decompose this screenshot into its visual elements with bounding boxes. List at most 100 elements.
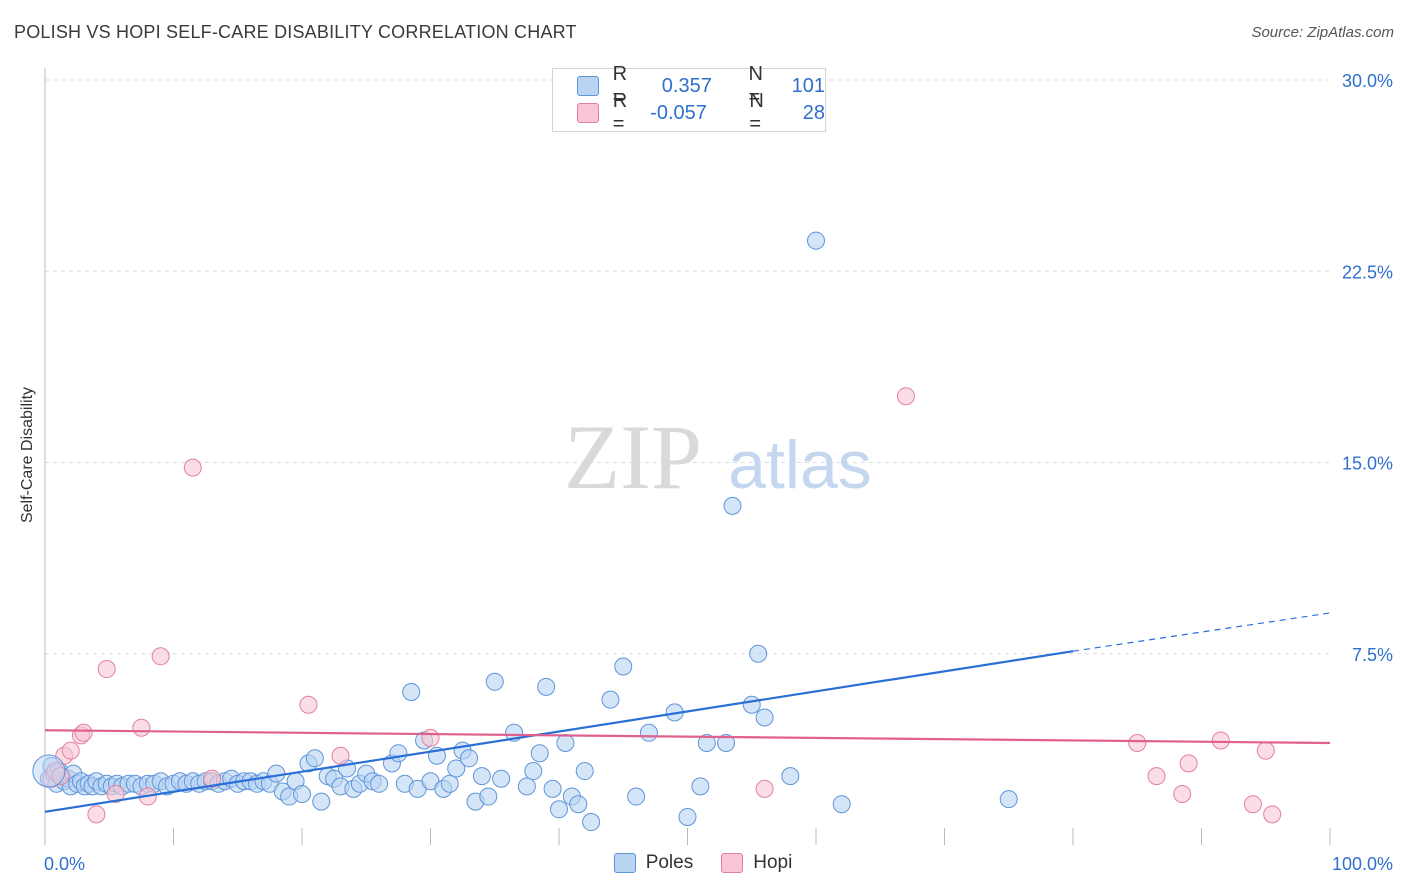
poles-point: [389, 744, 408, 763]
hopi-point: [1256, 741, 1275, 760]
poles-trend-line: [44, 650, 1074, 813]
watermark-zip: ZIP: [564, 406, 702, 508]
tick-labels: 7.5% 15.0% 22.5% 30.0% 0.0% 100.0%: [44, 71, 1393, 874]
hopi-trend-line: [44, 729, 1331, 745]
y-tick-label: 7.5%: [1352, 645, 1393, 665]
poles-point: [402, 683, 421, 701]
poles-point: [723, 496, 742, 515]
hopi-r-value: -0.057: [650, 101, 707, 124]
poles-point: [492, 769, 511, 788]
legend-label-hopi: Hopi: [753, 852, 793, 873]
hopi-swatch: [577, 103, 599, 123]
poles-swatch: [577, 76, 599, 96]
hopi-point: [203, 769, 222, 788]
poles-r-value: 0.357: [661, 74, 712, 97]
poles-point: [755, 708, 774, 727]
poles-point: [807, 231, 825, 250]
poles-swatch: [613, 853, 636, 873]
legend-label-poles: Poles: [645, 852, 694, 873]
hopi-point: [1243, 795, 1262, 814]
poles-point: [832, 795, 851, 814]
chart-title: POLISH VS HOPI SELF-CARE DISABILITY CORR…: [14, 22, 577, 42]
poles-point: [627, 787, 646, 806]
legend-item-hopi[interactable]: Hopi: [721, 852, 792, 874]
poles-point: [530, 744, 549, 763]
legend-item-poles[interactable]: Poles: [613, 852, 694, 874]
gridlines: [45, 79, 1330, 655]
hopi-point: [87, 805, 106, 824]
hopi-point: [132, 718, 151, 737]
poles-point: [517, 777, 536, 796]
poles-n-value: 101: [791, 74, 826, 97]
n-label: N =: [748, 63, 763, 108]
hopi-point: [331, 746, 350, 765]
poles-point: [305, 749, 324, 768]
hopi-point: [183, 458, 202, 477]
poles-point: [312, 792, 331, 811]
hopi-point: [1147, 767, 1166, 786]
hopi-point: [106, 785, 125, 803]
poles-point: [543, 779, 562, 798]
poles-point: [749, 644, 768, 663]
hopi-swatch: [721, 853, 744, 873]
poles-point: [569, 795, 588, 814]
hopi-point: [299, 695, 318, 714]
axes: [44, 68, 1331, 845]
poles-point: [575, 762, 594, 781]
y-tick-label: 22.5%: [1342, 262, 1393, 282]
hopi-point: [61, 741, 80, 760]
y-tick-label: 30.0%: [1342, 71, 1393, 91]
data-points: [32, 231, 1282, 832]
n-label: N =: [749, 90, 764, 135]
y-tick-label: 15.0%: [1342, 454, 1393, 474]
poles-point: [601, 690, 620, 709]
hopi-point: [755, 779, 774, 798]
poles-point: [550, 800, 568, 819]
poles-point: [999, 790, 1018, 809]
poles-point: [742, 695, 761, 714]
poles-point: [537, 677, 556, 696]
x-tick-label-min: 0.0%: [44, 854, 85, 874]
r-label: R =: [612, 90, 628, 135]
poles-point: [524, 762, 543, 781]
poles-point: [678, 807, 697, 826]
hopi-point: [1211, 731, 1230, 750]
hopi-point: [1179, 754, 1198, 773]
source-note: Source: ZipAtlas.com: [1251, 24, 1394, 41]
poles-point: [370, 774, 389, 793]
poles-point: [267, 764, 286, 783]
poles-point: [472, 767, 491, 786]
poles-trend-extension: [1072, 612, 1331, 652]
watermark-atlas: atlas: [728, 427, 872, 503]
poles-point: [639, 723, 658, 742]
hopi-point: [1263, 805, 1282, 824]
hopi-n-value: 28: [802, 101, 825, 124]
poles-point: [781, 767, 800, 786]
hopi-point: [1173, 785, 1192, 803]
poles-point: [697, 734, 716, 752]
hopi-point: [1128, 734, 1147, 752]
poles-point: [691, 777, 710, 796]
poles-point: [479, 787, 498, 806]
poles-point: [32, 754, 66, 788]
series-legend: Poles Hopi: [0, 852, 1406, 874]
x-tick-label-max: 100.0%: [1332, 854, 1393, 874]
poles-point: [293, 785, 311, 803]
hopi-point: [151, 647, 170, 666]
legend-row-poles: R = 0.357 N = 101: [577, 63, 826, 108]
trend-lines: [44, 612, 1331, 813]
hopi-point: [74, 723, 93, 742]
poles-point: [614, 657, 633, 676]
correlation-legend: R = 0.357 N = 101 R = -0.057 N = 28: [552, 63, 826, 135]
poles-point: [440, 774, 459, 793]
hopi-point: [896, 387, 915, 406]
poles-point: [717, 734, 736, 752]
poles-point: [556, 734, 575, 752]
hopi-point: [421, 728, 440, 747]
poles-point: [460, 749, 479, 768]
hopi-point: [97, 660, 116, 679]
poles-point: [447, 759, 466, 778]
r-label: R =: [612, 63, 628, 108]
legend-row-hopi: R = -0.057 N = 28: [577, 90, 825, 135]
